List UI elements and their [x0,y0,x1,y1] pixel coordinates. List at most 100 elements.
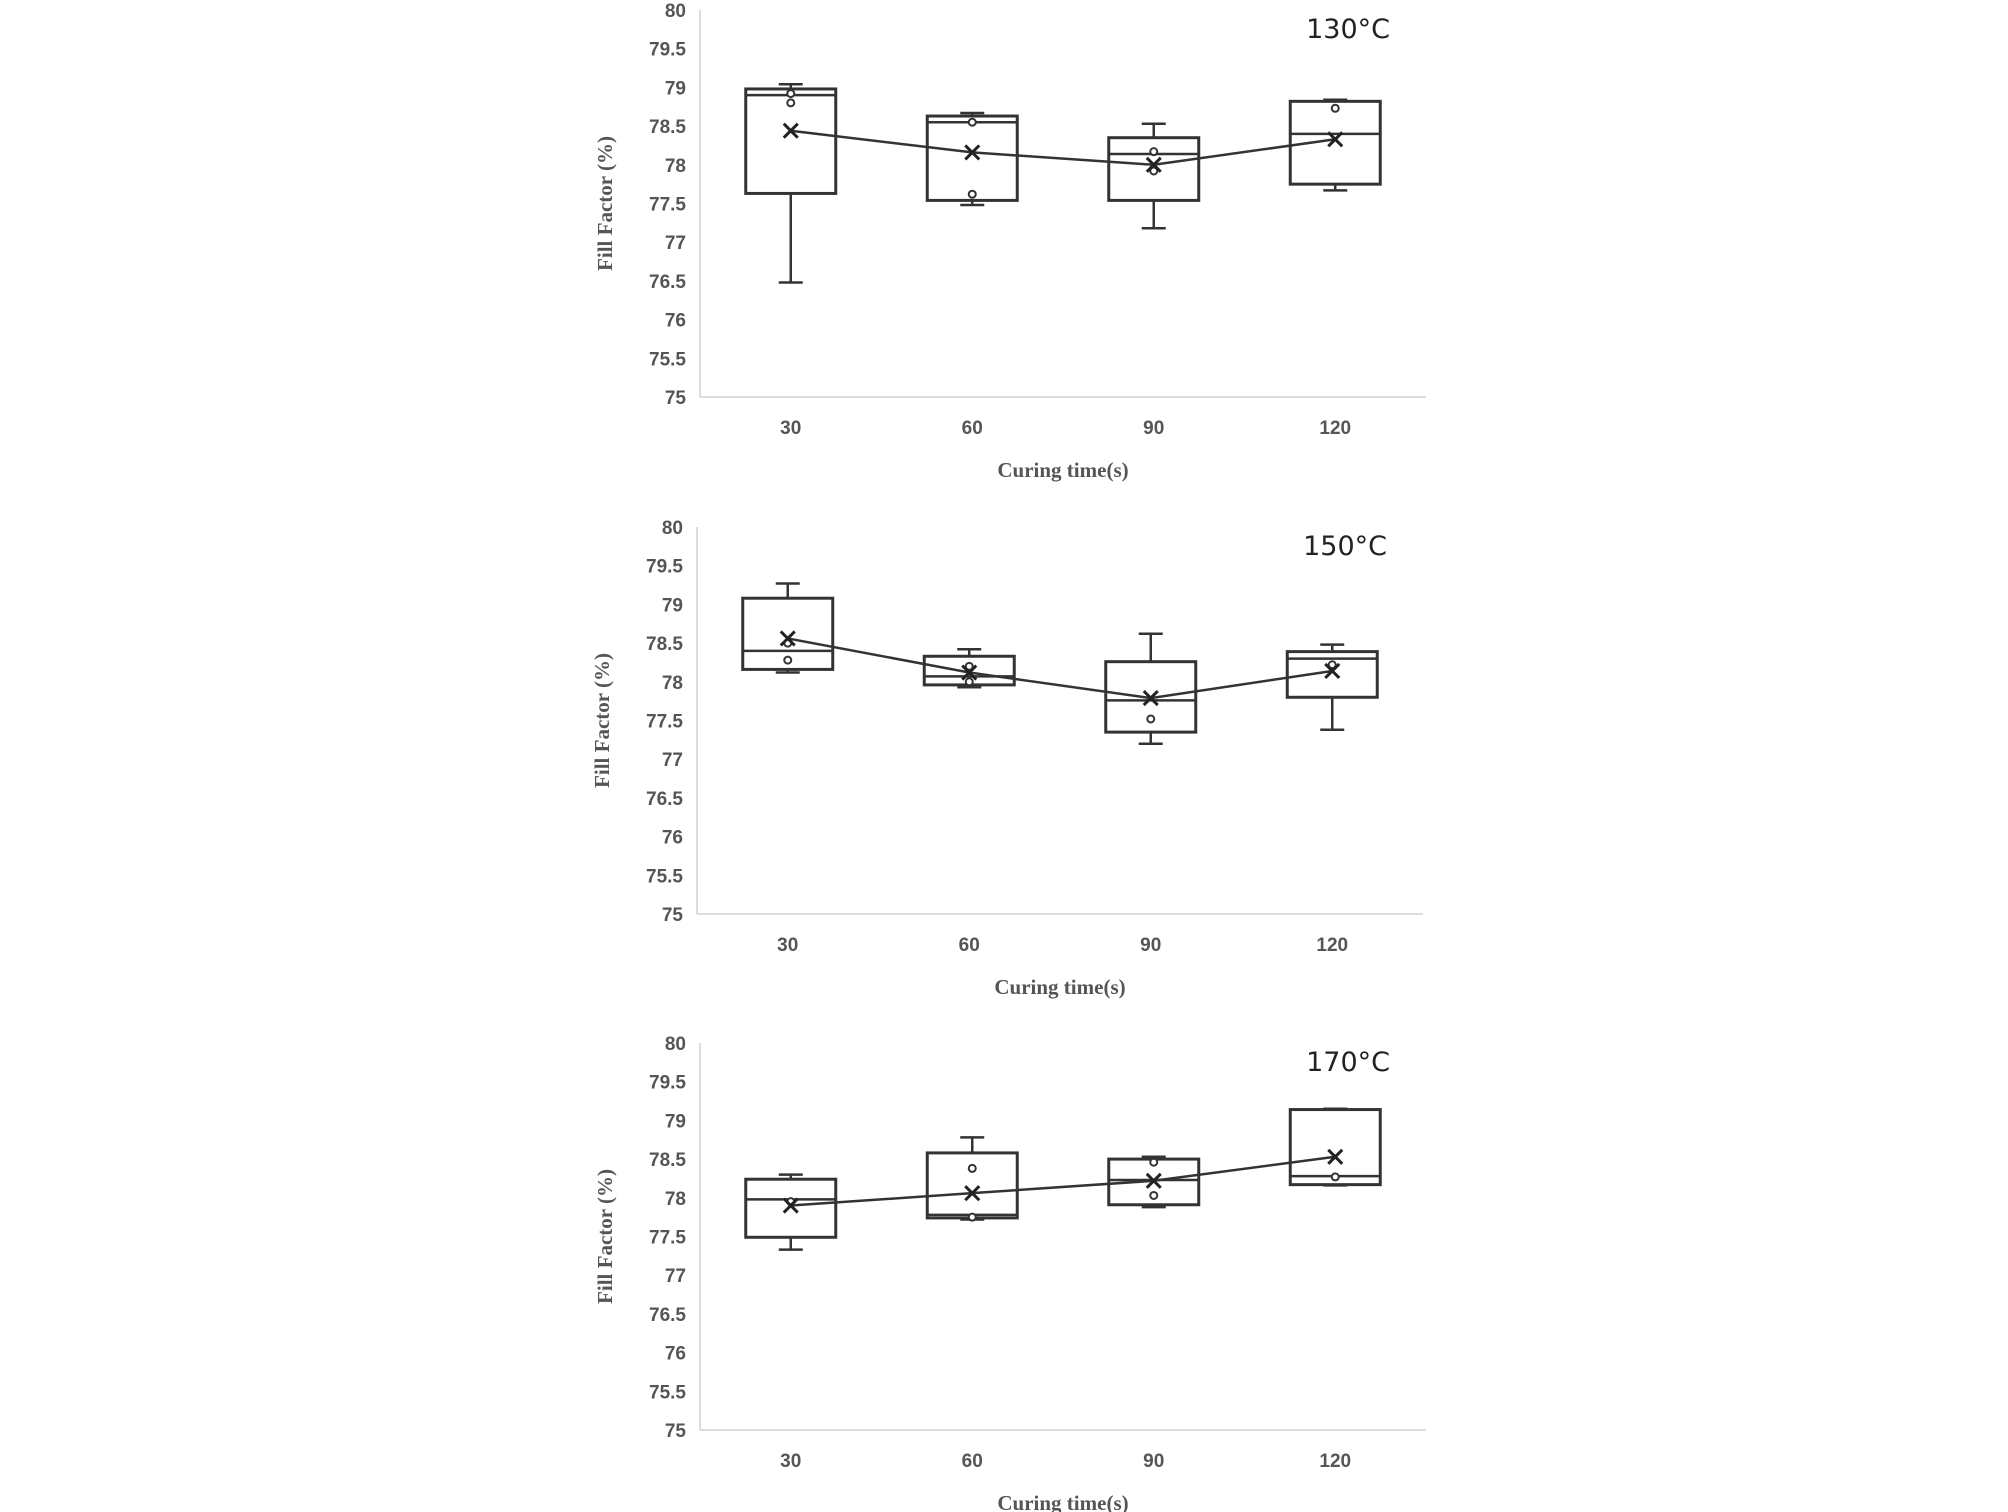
mean-marker-stroke [1142,689,1159,707]
data-point [964,677,974,687]
x-tick-label: 30 [777,935,798,956]
y-tick-label: 75.5 [649,1382,686,1403]
mean-marker-stroke [1145,156,1162,173]
mean-marker-stroke [782,122,799,139]
mean-marker-stroke [961,664,978,681]
y-tick-label: 75 [662,905,684,926]
mean-marker [779,630,796,647]
mean-trend-line [790,129,1336,167]
data-point [967,1212,977,1222]
box-60 [922,648,1016,689]
y-tick-label: 76.5 [649,1305,686,1326]
data-point [783,655,793,665]
data-point [1149,1190,1159,1200]
box-60 [925,1136,1019,1222]
x-axis-title: Curing time(s) [994,975,1125,999]
mean-marker [1327,131,1344,148]
data-point [1149,166,1159,176]
data-point [967,1163,977,1173]
chart-panel-1: 75 75.5 76 76.5 77 77.5 78 78.5 79 79.5 80 30 60 90 12… [593,1,1426,482]
box-30 [744,83,838,284]
data-point [1327,660,1337,670]
mean-marker [1142,689,1159,707]
x-tick-label: 30 [780,418,801,439]
box-iqr [1288,1108,1382,1187]
mean-marker-stroke [964,144,981,161]
y-tick-label: 79.5 [646,557,683,578]
box-iqr [925,114,1019,202]
y-tick-label: 75 [665,388,687,409]
y-tick-label: 76.5 [646,789,683,810]
chart-panel-2: 75 75.5 76 76.5 77 77.5 78 78.5 79 79.5 80 30 60 90 12… [590,518,1423,999]
data-point [1149,1157,1159,1167]
y-tick-label: 75.5 [649,349,686,370]
y-tick-label: 79 [665,1111,686,1132]
data-point [964,661,974,671]
data-point [1330,1172,1340,1182]
box-120 [1285,643,1379,732]
y-tick-label: 75.5 [646,866,683,887]
y-tick-label: 79.5 [649,40,686,61]
mean-marker [1145,1172,1162,1189]
y-tick-label: 76.5 [649,272,686,293]
y-tick-label: 79.5 [649,1073,686,1094]
y-tick-label: 77 [662,750,683,771]
y-axis-title: Fill Factor (%) [590,653,614,788]
x-axis-title: Curing time(s) [997,1491,1128,1512]
data-point [1149,147,1159,157]
y-tick-label: 78 [665,156,686,177]
y-tick-label: 77 [665,1266,686,1287]
x-tick-label: 90 [1143,418,1164,439]
mean-marker [964,1185,981,1202]
box-30 [741,582,835,674]
y-tick-label: 80 [662,518,683,539]
mean-marker [1327,1148,1344,1165]
y-tick-label: 80 [665,1,686,22]
mean-marker-stroke [1145,1172,1162,1189]
box-30 [744,1173,838,1251]
y-tick-label: 76 [665,311,686,332]
y-tick-label: 77.5 [649,195,686,216]
mean-marker [1145,156,1162,173]
y-tick-label: 78.5 [646,634,683,655]
y-tick-label: 77.5 [646,712,683,733]
chart-panel-3: 75 75.5 76 76.5 77 77.5 78 78.5 79 79.5 80 30 60 90 12… [593,1034,1426,1512]
y-tick-label: 78.5 [649,117,686,138]
mean-marker-stroke [782,1197,799,1214]
x-tick-label: 90 [1143,1451,1164,1472]
data-point [786,98,796,108]
data-point [1146,714,1156,724]
y-tick-label: 78 [665,1189,686,1210]
y-tick-label: 80 [665,1034,686,1055]
mean-trend-line [790,1155,1336,1207]
data-point [967,189,977,199]
y-tick-label: 79 [662,595,683,616]
panel-title: 130°C [1306,14,1390,45]
data-point [786,89,796,99]
y-tick-label: 77.5 [649,1228,686,1249]
panel-title: 170°C [1306,1047,1390,1078]
box-120 [1288,98,1382,192]
mean-marker-stroke [779,630,796,647]
mean-marker [1324,662,1341,680]
x-tick-label: 120 [1316,935,1348,956]
data-point [967,117,977,127]
mean-marker-stroke [1324,662,1341,680]
x-axis-title: Curing time(s) [997,458,1128,482]
x-tick-label: 60 [962,1451,983,1472]
x-tick-label: 60 [962,418,983,439]
panel-title: 150°C [1303,531,1387,562]
y-axis-title: Fill Factor (%) [593,136,617,271]
box-iqr [744,87,838,195]
x-tick-label: 90 [1140,935,1161,956]
box-iqr [744,1177,838,1239]
y-tick-label: 76 [665,1344,686,1365]
y-tick-label: 79 [665,78,686,99]
x-tick-label: 30 [780,1451,801,1472]
mean-trend-line [787,637,1333,700]
data-point [1330,103,1340,113]
mean-marker-stroke [964,1185,981,1202]
box-iqr [925,1151,1019,1220]
x-tick-label: 60 [959,935,980,956]
